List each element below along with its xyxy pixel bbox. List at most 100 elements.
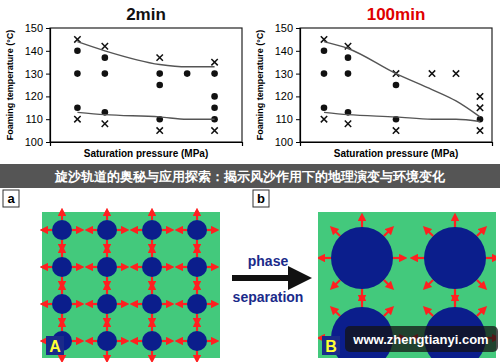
cross-point: [211, 127, 217, 133]
y-tick-mark: [296, 96, 300, 97]
y-tick-mark: [46, 28, 50, 29]
force-arrow: [426, 280, 433, 287]
circle-point: [211, 70, 218, 77]
force-arrow: [106, 277, 108, 285]
force-arrow: [89, 229, 97, 231]
force-arrow: [454, 297, 456, 307]
force-arrow: [393, 257, 403, 259]
force-arrow: [384, 280, 391, 287]
cross-point: [429, 70, 435, 76]
plot-frame: [300, 28, 492, 142]
plot-area: [74, 36, 218, 134]
circle-point: [321, 48, 328, 55]
force-arrow: [106, 286, 108, 294]
force-arrow: [44, 229, 52, 231]
panel-bg: [42, 212, 220, 358]
force-arrow: [426, 229, 433, 236]
force-arrow: [477, 280, 484, 287]
panel-label: B: [325, 338, 337, 355]
force-arrow: [61, 277, 63, 285]
circle-point: [74, 105, 81, 112]
banner-text: 旋沙轨道的奥秘与应用探索：揭示风沙作用下的地理演变与环境变化: [54, 169, 446, 184]
force-arrow: [454, 217, 456, 227]
y-tick-label: 110: [275, 113, 293, 125]
panel-label: a: [7, 191, 15, 206]
y-tick: 120: [25, 90, 50, 102]
force-arrow: [207, 266, 215, 268]
force-arrow: [61, 286, 63, 294]
force-arrow: [61, 249, 63, 257]
chart-title: 100min: [367, 5, 426, 24]
y-tick: 150: [25, 22, 50, 34]
force-arrow: [61, 240, 63, 248]
small-domain: [52, 257, 72, 277]
diagram: phaseseparationAB: [42, 212, 496, 362]
circle-point: [211, 93, 218, 100]
circle-point: [345, 54, 352, 61]
force-arrow: [414, 257, 424, 259]
plot-area: [321, 36, 484, 134]
force-arrow: [196, 314, 198, 322]
force-arrow: [134, 266, 142, 268]
small-domain: [52, 294, 72, 314]
y-tick: 100: [25, 136, 50, 148]
force-arrow: [196, 351, 198, 359]
y-tick-mark: [46, 142, 50, 143]
small-domain: [187, 294, 207, 314]
page: 100 110 120 130 140 150 2min Foaming temperatur…: [0, 0, 500, 362]
force-arrow: [384, 309, 391, 316]
force-arrow: [196, 286, 198, 294]
force-arrow: [106, 314, 108, 322]
force-arrow: [151, 314, 153, 322]
circle-point: [102, 54, 109, 61]
force-arrow: [106, 212, 108, 220]
large-domain: [331, 227, 393, 289]
panel-label-box: [253, 190, 269, 207]
force-arrow: [106, 240, 108, 248]
arrow-text: separation: [233, 289, 304, 305]
banner-bg: [0, 164, 500, 188]
force-arrow: [477, 229, 484, 236]
force-arrow: [477, 309, 484, 316]
force-arrow: [106, 249, 108, 257]
transition-arrow: [232, 275, 300, 281]
force-arrow: [196, 240, 198, 248]
chart-title: 2min: [126, 5, 166, 24]
y-tick: 110: [275, 113, 300, 125]
force-arrow: [333, 229, 340, 236]
y-tick-mark: [46, 96, 50, 97]
cross-point: [477, 127, 483, 133]
panel-label-box: [322, 336, 340, 355]
cross-point: [477, 93, 483, 99]
cross-point: [477, 105, 483, 111]
force-arrow: [179, 266, 187, 268]
y-tick: 140: [275, 45, 300, 57]
force-arrow: [117, 266, 125, 268]
y-tick-mark: [296, 51, 300, 52]
force-arrow: [179, 303, 187, 305]
small-domain: [97, 220, 117, 240]
cross-point: [102, 43, 108, 49]
y-axis: 100110120130140150: [275, 22, 301, 148]
small-domain: [97, 294, 117, 314]
y-axis-title: Foaming temperature (°C): [255, 30, 265, 141]
force-arrow: [151, 277, 153, 285]
cross-point: [393, 127, 399, 133]
force-arrow: [61, 323, 63, 331]
y-tick-mark: [46, 119, 50, 120]
y-tick-mark: [296, 119, 300, 120]
panel-label-box: [3, 190, 19, 207]
y-tick-mark: [296, 28, 300, 29]
force-arrow: [72, 266, 80, 268]
y-tick-label: 130: [25, 68, 43, 80]
circle-point: [156, 70, 163, 77]
force-arrow: [333, 280, 340, 287]
panel-label: A: [49, 338, 61, 355]
small-domain: [97, 331, 117, 351]
cross-point: [157, 54, 163, 60]
force-arrow: [151, 249, 153, 257]
circle-point: [74, 70, 81, 77]
y-tick-label: 100: [275, 136, 293, 148]
plot-frame: [50, 28, 242, 142]
y-tick-mark: [46, 51, 50, 52]
